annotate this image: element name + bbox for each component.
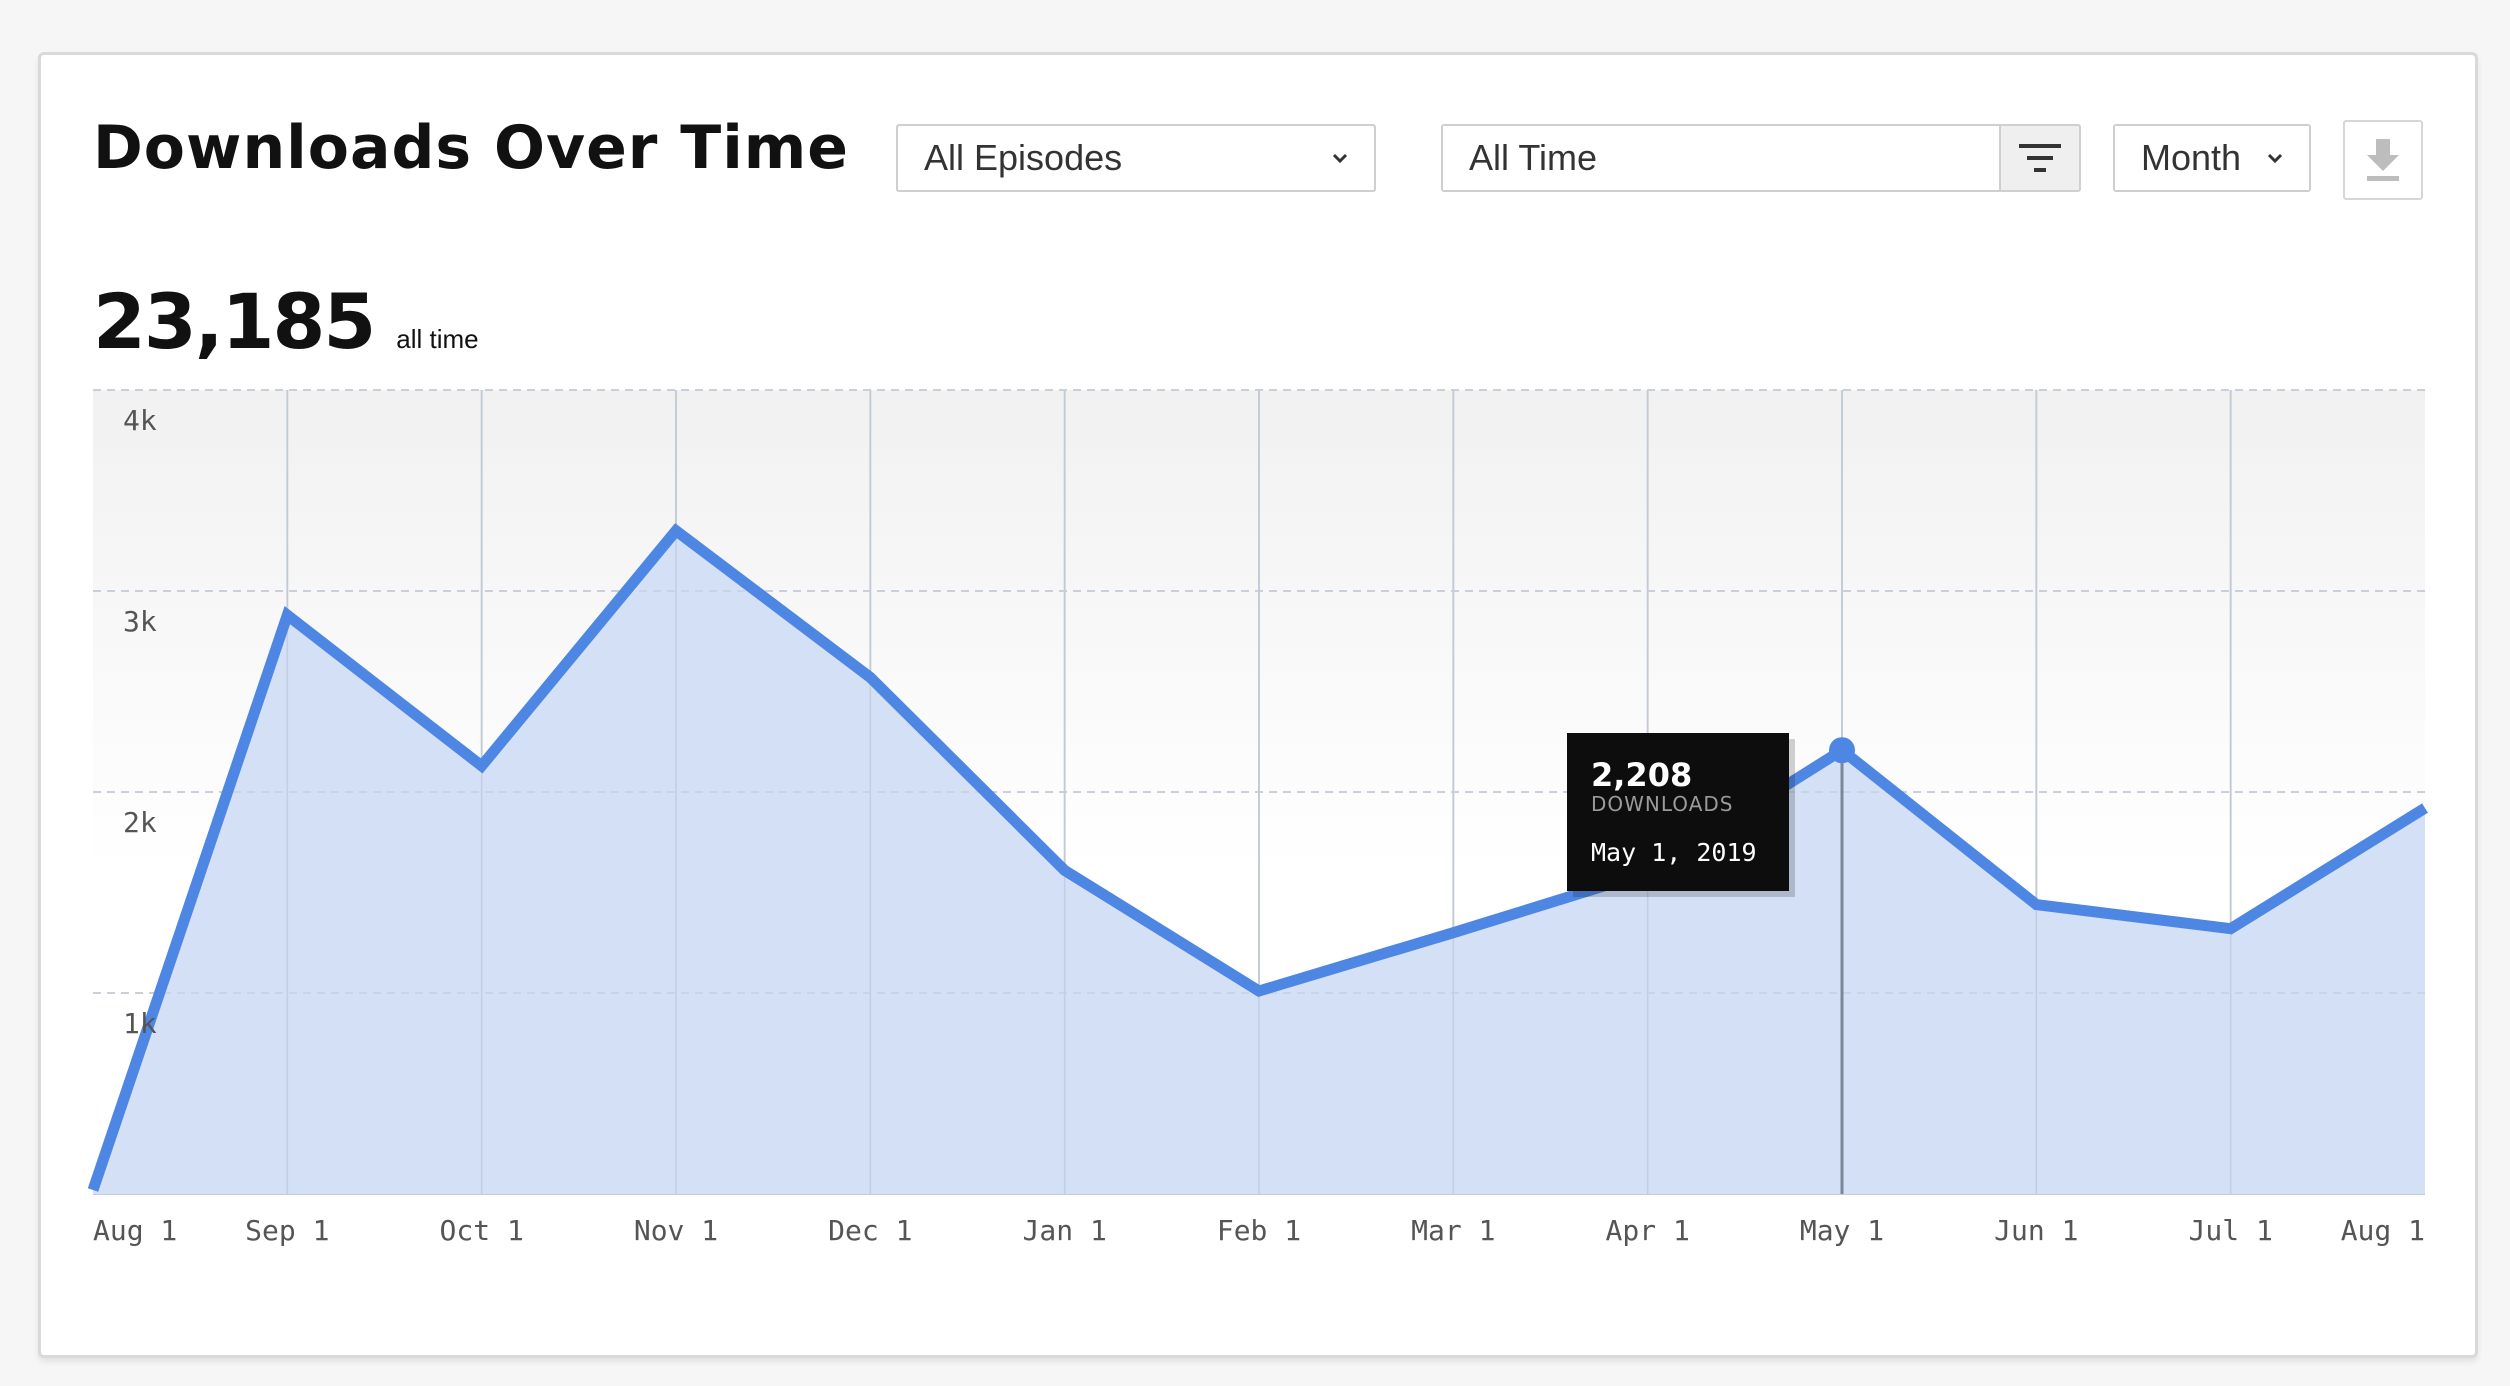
tooltip-value: 2,208 xyxy=(1591,756,1692,794)
downloads-card: 4k 3k 2k 1k Aug 1 Sep 1 Oct 1 Nov 1 Dec 1 Jan 1 F… xyxy=(38,52,2478,1358)
chevron-down-icon xyxy=(2267,153,2283,164)
x-tick-label: May 1 xyxy=(1800,1214,1884,1247)
chart-title: Downloads Over Time xyxy=(93,113,849,183)
chart-area: 4k 3k 2k 1k Aug 1 Sep 1 Oct 1 Nov 1 Dec 1 Jan 1 F… xyxy=(41,55,2475,1355)
filter-icon xyxy=(2019,144,2061,172)
time-range-value: All Time xyxy=(1469,137,1598,178)
hover-point xyxy=(1829,737,1855,764)
x-tick-label: Oct 1 xyxy=(440,1214,524,1247)
episodes-select[interactable]: All Episodes xyxy=(896,124,1376,192)
x-tick-label: Aug 1 xyxy=(93,1214,177,1247)
y-tick-label: 4k xyxy=(123,404,157,437)
total-downloads: 23,185 all time xyxy=(93,277,479,366)
download-icon xyxy=(2367,139,2399,181)
y-tick-label: 2k xyxy=(123,806,157,839)
time-range-field[interactable]: All Time xyxy=(1441,124,2081,192)
total-label: all time xyxy=(396,324,479,354)
y-tick-label: 1k xyxy=(123,1007,157,1040)
x-tick-label: Mar 1 xyxy=(1411,1214,1495,1247)
period-select-value: Month xyxy=(2141,137,2242,178)
x-tick-label: Jan 1 xyxy=(1023,1214,1107,1247)
y-tick-label: 3k xyxy=(123,605,157,638)
filter-button[interactable] xyxy=(1999,126,2079,190)
x-tick-label: Dec 1 xyxy=(828,1214,912,1247)
chevron-down-icon xyxy=(1332,153,1348,164)
x-tick-label: Nov 1 xyxy=(634,1214,718,1247)
tooltip-box xyxy=(1567,733,1789,891)
total-value: 23,185 xyxy=(93,277,376,366)
x-tick-label: Jul 1 xyxy=(2189,1214,2273,1247)
tooltip-label: DOWNLOADS xyxy=(1591,792,1733,816)
x-tick-label: Feb 1 xyxy=(1217,1214,1301,1247)
x-tick-label: Aug 1 xyxy=(2341,1214,2425,1247)
x-tick-label: Sep 1 xyxy=(245,1214,329,1247)
x-tick-label: Apr 1 xyxy=(1606,1214,1690,1247)
period-select[interactable]: Month xyxy=(2113,124,2311,192)
x-tick-label: Jun 1 xyxy=(1994,1214,2078,1247)
download-button[interactable] xyxy=(2343,120,2423,200)
episodes-select-value: All Episodes xyxy=(924,137,1123,178)
downloads-chart: 4k 3k 2k 1k Aug 1 Sep 1 Oct 1 Nov 1 Dec 1 Jan 1 F… xyxy=(87,389,2428,1247)
tooltip-date: May 1, 2019 xyxy=(1591,838,1757,867)
